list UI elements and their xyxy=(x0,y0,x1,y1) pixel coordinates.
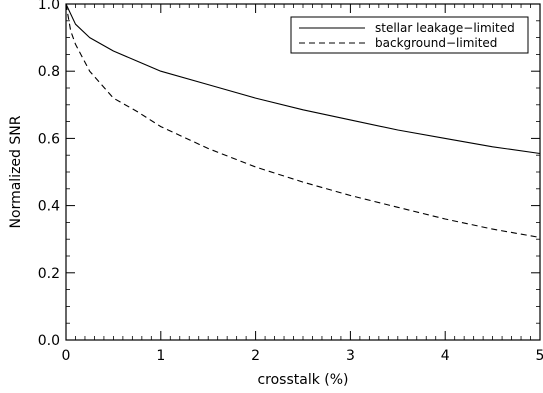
y-tick-label: 0.8 xyxy=(38,64,60,80)
tick-labels: 0 1 2 3 4 5 0.0 0.2 0.4 0.6 0.8 1.0 xyxy=(38,0,543,364)
x-tick-label: 5 xyxy=(536,348,543,364)
x-tick-label: 0 xyxy=(62,348,71,364)
series-lines xyxy=(65,3,541,239)
y-tick-label: 0.2 xyxy=(38,266,60,282)
y-tick-label: 0.0 xyxy=(38,333,60,349)
series-line-background xyxy=(65,3,541,239)
x-tick-label: 2 xyxy=(251,348,260,364)
legend-label-stellar: stellar leakage−limited xyxy=(375,21,515,35)
x-tick-label: 1 xyxy=(156,348,165,364)
y-tick-label: 0.4 xyxy=(38,199,60,215)
legend-label-background: background−limited xyxy=(375,36,497,50)
axis-ticks xyxy=(65,3,541,341)
x-axis-title: crosstalk (%) xyxy=(257,372,348,388)
x-tick-label: 3 xyxy=(346,348,355,364)
y-axis-title: Normalized SNR xyxy=(8,115,24,228)
plot-frame xyxy=(65,3,541,341)
legend-box xyxy=(290,16,529,54)
y-tick-label: 0.6 xyxy=(38,131,60,147)
y-tick-label: 1.0 xyxy=(38,0,60,13)
x-tick-label: 4 xyxy=(441,348,450,364)
legend: stellar leakage−limited background−limit… xyxy=(290,16,529,54)
series-line-stellar-leakage xyxy=(65,3,541,155)
